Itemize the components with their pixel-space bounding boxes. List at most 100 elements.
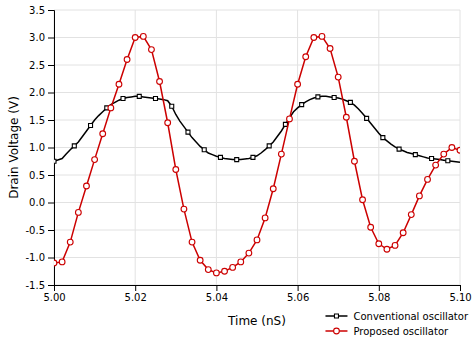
x-tick-mark <box>460 285 461 291</box>
point <box>173 167 179 173</box>
y-tick-label: 3.5 <box>29 5 45 16</box>
y-tick-label: 0.5 <box>29 170 45 181</box>
point <box>251 155 255 159</box>
y-tick: -1.0 <box>25 252 54 263</box>
point <box>392 243 398 249</box>
y-tick: -0.5 <box>25 225 54 236</box>
legend: Conventional oscillator Proposed oscillat… <box>325 311 468 337</box>
legend-item: Proposed oscillator <box>325 326 449 337</box>
point <box>397 147 401 151</box>
x-tick-label: 5.06 <box>287 292 309 303</box>
point <box>303 54 309 60</box>
y-tick: 3.0 <box>29 32 54 43</box>
point <box>278 151 284 157</box>
point <box>75 210 81 216</box>
point <box>202 148 206 152</box>
y-grid-line <box>54 120 460 121</box>
x-tick-mark <box>379 285 380 291</box>
legend-label: Conventional oscillator <box>353 311 468 322</box>
point <box>381 136 385 140</box>
x-tick-label: 5.02 <box>125 292 147 303</box>
point <box>376 241 382 247</box>
y-tick-mark <box>48 285 54 286</box>
point <box>449 145 455 151</box>
y-tick: 2.5 <box>29 60 54 71</box>
x-axis-title: Time (nS) <box>227 314 286 328</box>
point <box>67 239 73 245</box>
y-tick-label: 2.0 <box>29 87 45 98</box>
x-tick-label: 5.10 <box>449 292 471 303</box>
point <box>165 120 171 126</box>
y-tick-mark <box>48 38 54 39</box>
point <box>267 144 271 148</box>
series <box>54 94 460 163</box>
x-axis-line <box>55 286 461 292</box>
point <box>100 131 106 137</box>
point <box>413 153 417 157</box>
x-tick-mark <box>298 285 299 291</box>
point <box>121 97 125 101</box>
y-tick-label: -0.5 <box>25 225 45 236</box>
point <box>205 267 211 273</box>
y-tick-mark <box>48 65 54 66</box>
y-tick-label: -1.0 <box>25 252 45 263</box>
point <box>360 197 366 203</box>
point <box>408 212 414 218</box>
x-tick: 5.00 <box>43 285 65 303</box>
point <box>343 114 349 120</box>
x-tick: 5.04 <box>206 285 228 303</box>
y-tick: 0.0 <box>29 197 54 208</box>
y-grid-line <box>54 37 460 38</box>
legend-marker <box>334 314 338 318</box>
point <box>137 94 141 98</box>
y-grid-line <box>54 257 460 258</box>
point <box>283 122 287 126</box>
y-tick-label: -1.5 <box>25 280 45 291</box>
point <box>230 265 236 271</box>
point <box>368 224 374 230</box>
y-tick-mark <box>48 258 54 259</box>
y-tick-mark <box>48 10 54 11</box>
series-line <box>54 36 460 273</box>
point <box>54 260 57 266</box>
y-tick-mark <box>48 93 54 94</box>
point <box>316 95 320 99</box>
point <box>425 177 431 183</box>
y-tick: 1.0 <box>29 142 54 153</box>
point <box>197 257 203 263</box>
point <box>262 215 268 221</box>
point <box>238 259 244 265</box>
point <box>295 81 301 87</box>
point <box>441 151 447 157</box>
y-grid-line <box>54 65 460 66</box>
point <box>186 130 190 134</box>
x-tick: 5.02 <box>125 285 147 303</box>
y-axis: -1.5-1.0-0.50.00.51.01.52.02.53.03.5 <box>25 5 54 291</box>
y-axis-title: Drain Voltage (V) <box>7 96 21 199</box>
point <box>348 100 352 104</box>
plot: 5.005.025.045.065.085.10-1.5-1.0-0.50.00… <box>25 5 471 303</box>
x-tick: 5.10 <box>449 285 471 303</box>
x-tick-mark <box>216 285 217 291</box>
point <box>332 95 336 99</box>
y-grid-line <box>54 10 460 11</box>
point <box>54 159 56 163</box>
point <box>446 159 450 163</box>
series-line <box>54 96 460 162</box>
point <box>154 97 158 101</box>
y-tick-mark <box>48 230 54 231</box>
point <box>89 124 93 128</box>
point <box>218 155 222 159</box>
x-axis: 5.005.025.045.065.085.10 <box>43 285 471 303</box>
legend-label: Proposed oscillator <box>353 326 449 337</box>
point <box>92 157 98 163</box>
y-tick-label: 2.5 <box>29 60 45 71</box>
y-tick-label: 0.0 <box>29 197 45 208</box>
point <box>84 183 90 189</box>
point <box>417 193 423 199</box>
point <box>72 144 76 148</box>
point <box>108 105 114 111</box>
x-tick-label: 5.04 <box>206 292 228 303</box>
point <box>335 74 341 80</box>
grid <box>54 10 460 285</box>
